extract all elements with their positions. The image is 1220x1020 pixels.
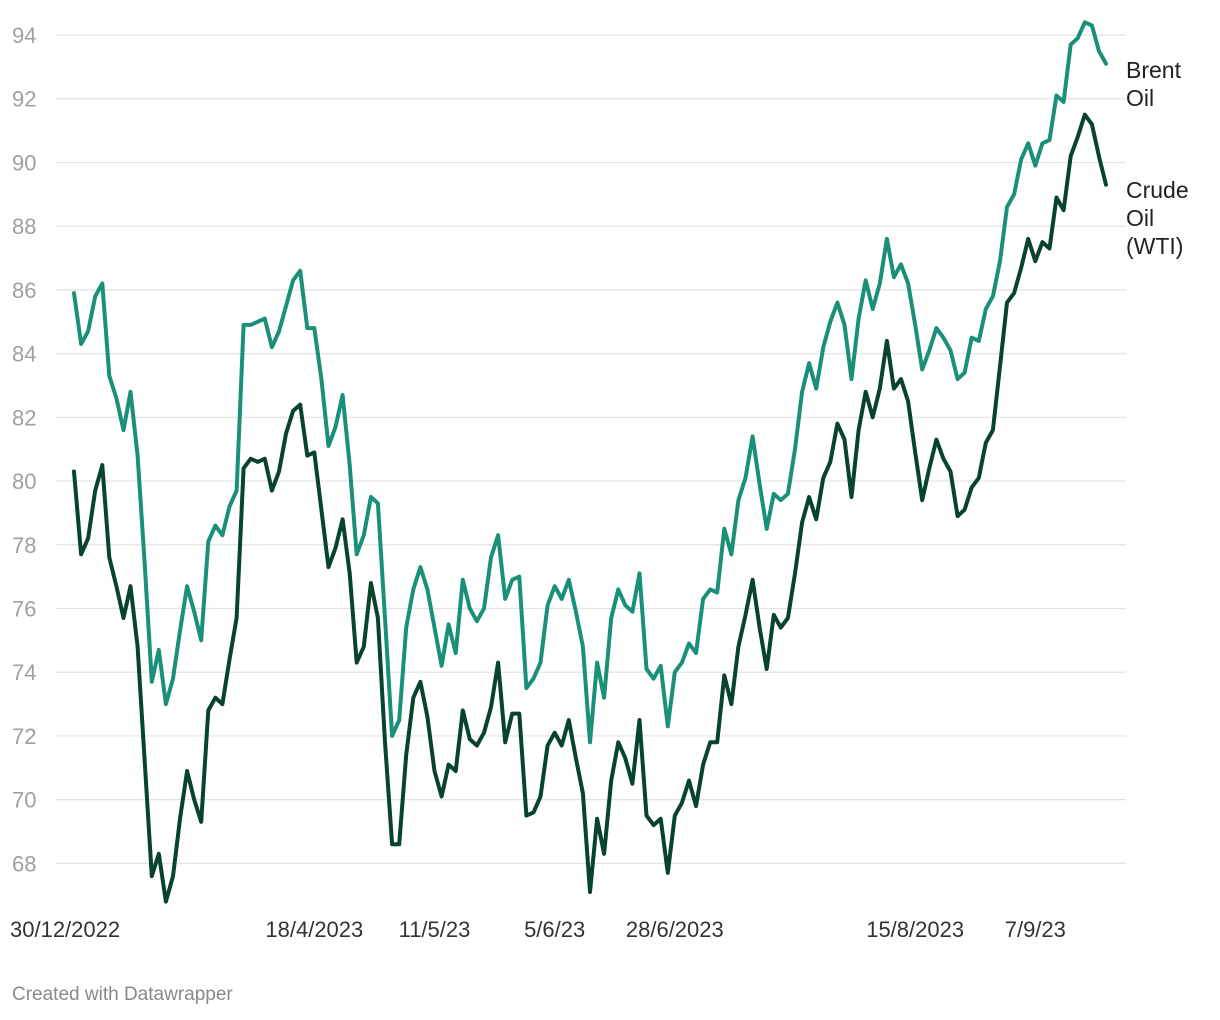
series-label-line: Oil — [1126, 205, 1154, 231]
series-label: Brent Oil — [1126, 57, 1182, 111]
x-tick-label: 28/6/2023 — [626, 917, 724, 942]
series-line — [72, 112, 1108, 904]
series-line — [72, 20, 1108, 745]
y-tick-label: 82 — [12, 405, 36, 430]
x-tick-label: 30/12/2022 — [10, 917, 120, 942]
x-tick-label: 5/6/23 — [524, 917, 585, 942]
series-label-line: Oil — [1126, 85, 1154, 111]
y-tick-label: 90 — [12, 150, 36, 175]
series-label: Crude Oil (WTI) — [1126, 177, 1189, 259]
series-label-line: (WTI) — [1126, 233, 1183, 259]
y-tick-label: 70 — [12, 788, 36, 813]
y-tick-label: 86 — [12, 278, 36, 303]
series-lines — [72, 20, 1108, 904]
x-tick-label: 15/8/2023 — [866, 917, 964, 942]
gridlines — [56, 34, 1126, 864]
y-axis-ticks: 68 70 72 74 76 78 80 82 84 86 88 90 92 94 — [12, 23, 36, 876]
y-tick-label: 94 — [12, 23, 36, 48]
series-label-line: Crude — [1126, 177, 1189, 203]
y-tick-label: 68 — [12, 851, 36, 876]
x-tick-label: 7/9/23 — [1005, 917, 1066, 942]
y-tick-label: 72 — [12, 724, 36, 749]
y-tick-label: 84 — [12, 342, 36, 367]
x-tick-label: 11/5/23 — [399, 917, 471, 942]
x-axis-ticks: 30/12/2022 18/4/2023 11/5/23 5/6/23 28/6/202… — [10, 917, 1066, 942]
y-tick-label: 88 — [12, 214, 36, 239]
datawrapper-credit: Created with Datawrapper — [12, 984, 233, 1005]
x-tick-label: 18/4/2023 — [265, 917, 363, 942]
y-tick-label: 76 — [12, 596, 36, 621]
series-label-line: Brent — [1126, 57, 1182, 83]
y-tick-label: 74 — [12, 660, 36, 685]
y-tick-label: 80 — [12, 469, 36, 494]
y-tick-label: 92 — [12, 87, 36, 112]
y-tick-label: 78 — [12, 533, 36, 558]
